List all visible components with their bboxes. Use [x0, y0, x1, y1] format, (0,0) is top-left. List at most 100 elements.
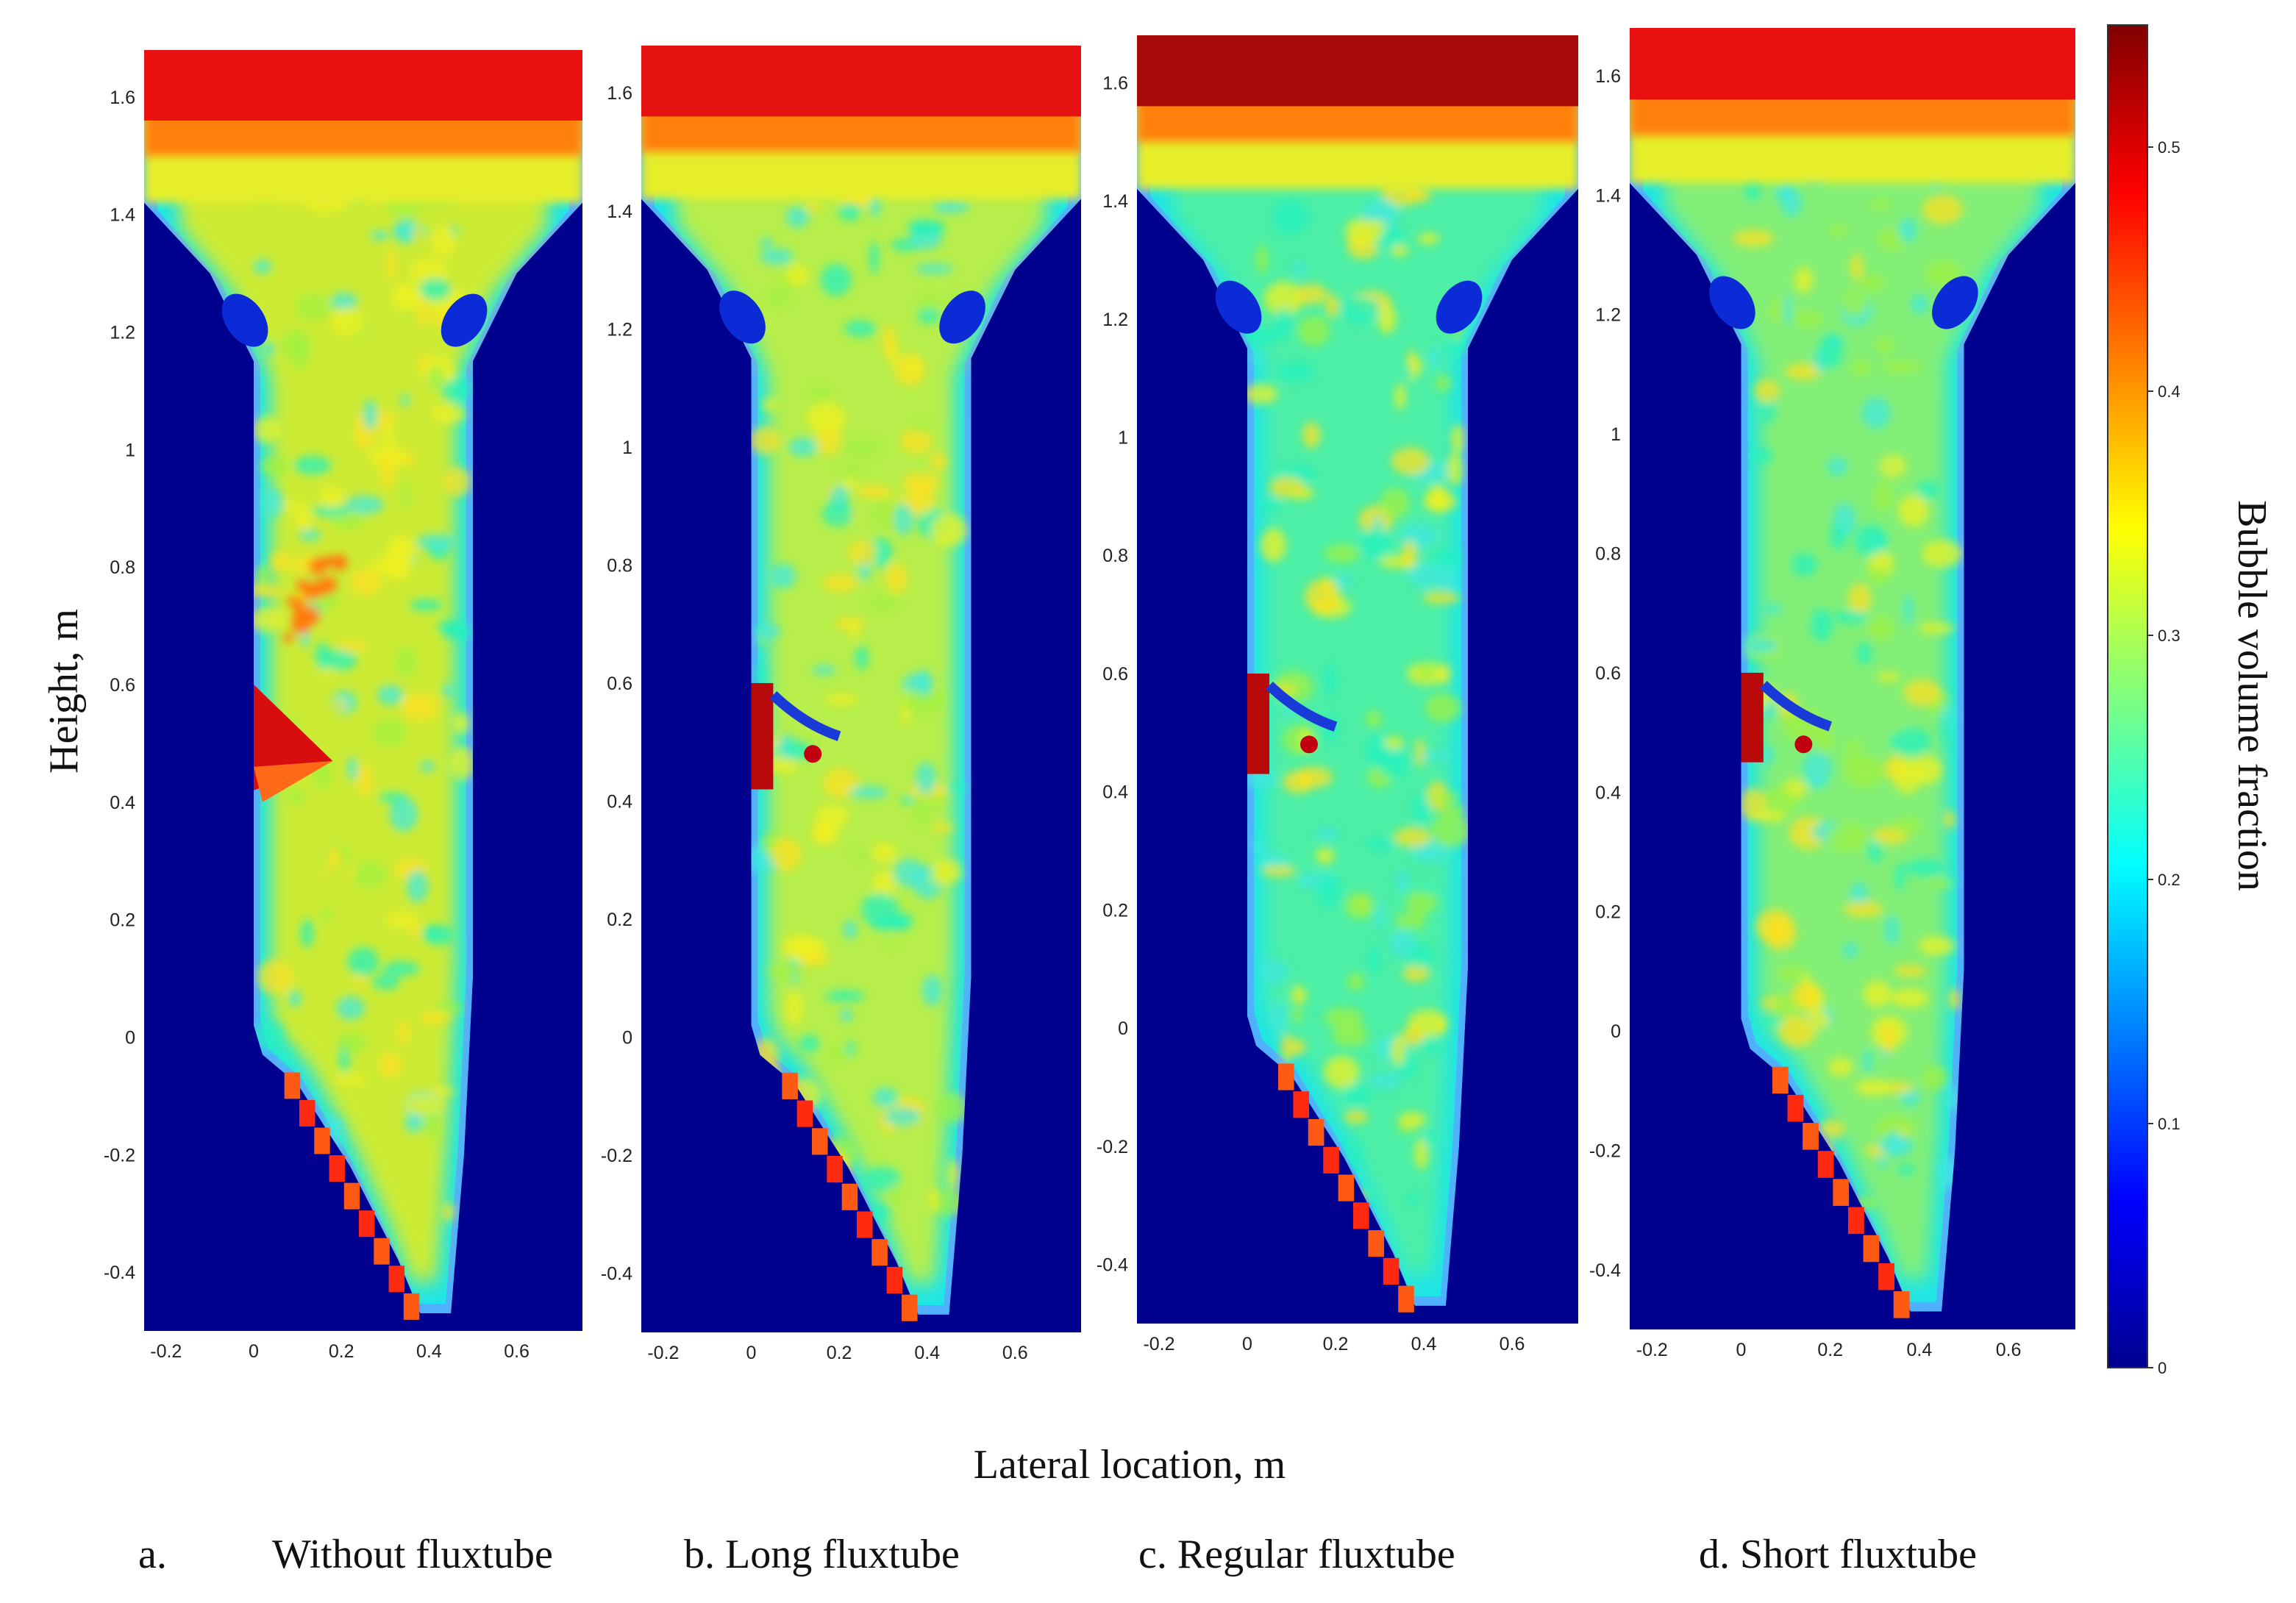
y-tick-label: 0	[622, 1028, 632, 1049]
y-tick-label: 1	[125, 440, 135, 460]
freeboard-top	[144, 50, 582, 121]
fluxtube	[751, 682, 841, 790]
y-tick-label: -0.2	[1589, 1140, 1621, 1161]
y-tick-label: 0.4	[607, 792, 632, 813]
x-tick-label: 0	[746, 1343, 757, 1363]
colorbar-tick-label: 0.3	[2158, 626, 2181, 645]
y-tick-label: 1	[1611, 424, 1621, 445]
colorbar-ticks: 0 0.1 0.2 0.3 0.4 0.5	[2147, 138, 2181, 1377]
y-tick-label: 1.6	[110, 88, 135, 108]
y-tick-label: 1.6	[607, 83, 632, 104]
x-tick-label: 0	[1736, 1340, 1747, 1360]
x-tick-label: -0.2	[647, 1343, 679, 1363]
panel-a: -0.2 0 0.2 0.4 0.6 -0.4 -0.2 0 0.2 0.4 0.6 0.8 1 1.2 1…	[104, 50, 582, 1362]
y-tick-label: 0.8	[1595, 543, 1621, 564]
panel-captions: a. Without fluxtube b. Long fluxtube c. …	[138, 1532, 1977, 1577]
x-tick-label: 0.2	[329, 1341, 354, 1362]
x-tick-label: 0.4	[1907, 1340, 1933, 1360]
freeboard-top	[1137, 35, 1578, 107]
y-tick-label: 1.4	[607, 201, 632, 222]
x-tick-label: 0.4	[416, 1341, 442, 1362]
x-tick-label: -0.2	[150, 1341, 182, 1362]
y-tick-label: 1.6	[1595, 66, 1621, 87]
y-tick-label: 1.2	[1595, 305, 1621, 326]
y-tick-label: 0.6	[1595, 663, 1621, 684]
bed-region	[641, 46, 1081, 1315]
y-tick-label: 1.2	[607, 319, 632, 340]
axis-ticks: -0.2 0 0.2 0.4 0.6 -0.4 -0.2 0 0.2 0.4 0.6 0.8 1 1.2 1…	[1589, 66, 2022, 1360]
caption-c: c. Regular fluxtube	[1138, 1532, 1455, 1577]
x-tick-label: 0.4	[914, 1343, 940, 1363]
caption-d: d. Short fluxtube	[1699, 1532, 1977, 1577]
y-tick-label: 0.6	[607, 674, 632, 694]
caption-letter-a: a.	[138, 1532, 167, 1577]
freeboard-top	[641, 46, 1081, 117]
x-tick-label: 0	[249, 1341, 259, 1362]
y-tick-label: -0.4	[1589, 1260, 1621, 1281]
x-tick-label: 0.2	[827, 1343, 852, 1363]
x-tick-label: 0.6	[1500, 1334, 1525, 1354]
freeboard-top	[1630, 28, 2075, 100]
y-tick-label: 0.6	[110, 675, 135, 696]
y-tick-label: 0.8	[1102, 546, 1128, 566]
x-tick-label: 0.4	[1411, 1334, 1437, 1354]
x-axis-label: Lateral location, m	[974, 1442, 1286, 1488]
x-tick-label: 0.2	[1817, 1340, 1843, 1360]
y-tick-label: 1.2	[1102, 310, 1128, 330]
caption-b: b. Long fluxtube	[684, 1532, 960, 1577]
y-tick-label: 0	[1611, 1021, 1621, 1042]
y-tick-label: 0.2	[1102, 900, 1128, 921]
y-tick-label: 0.4	[1102, 782, 1128, 803]
x-tick-label: 0.2	[1323, 1334, 1349, 1354]
panel-d: -0.2 0 0.2 0.4 0.6 -0.4 -0.2 0 0.2 0.4 0.6 0.8 1 1.2 1…	[1589, 28, 2075, 1360]
distributor-steps	[1772, 1066, 1910, 1318]
bed-core-layer	[1665, 60, 2040, 1280]
x-tick-label: 0.6	[1996, 1340, 2022, 1360]
bed-region	[1137, 35, 1578, 1306]
y-axis-label: Height, m	[41, 609, 87, 774]
y-tick-label: -0.4	[104, 1263, 135, 1283]
fluxtube	[1247, 673, 1338, 774]
fluxtube	[254, 685, 333, 802]
x-tick-label: 0.6	[504, 1341, 530, 1362]
axis-ticks: -0.2 0 0.2 0.4 0.6 -0.4 -0.2 0 0.2 0.4 0.6 0.8 1 1.2 1…	[1097, 73, 1525, 1354]
y-tick-label: 0.4	[1595, 782, 1621, 803]
panel-b: -0.2 0 0.2 0.4 0.6 -0.4 -0.2 0 0.2 0.4 0.6 0.8 1 1.2 1…	[601, 46, 1081, 1363]
colorbar-tick-label: 0.2	[2158, 871, 2181, 889]
distributor-steps	[284, 1072, 420, 1320]
y-tick-label: 1.4	[1595, 185, 1621, 206]
distributor-steps	[1278, 1063, 1414, 1313]
bed-region	[144, 50, 582, 1313]
contour-panels: -0.2 0 0.2 0.4 0.6 -0.4 -0.2 0 0.2 0.4 0.6 0.8 1 1.2 1…	[104, 28, 2075, 1363]
y-tick-label: -0.4	[601, 1264, 632, 1285]
colorbar-scale	[2107, 24, 2148, 1368]
colorbar-tick-label: 0	[2158, 1359, 2167, 1377]
bed-core-layer	[676, 77, 1047, 1283]
y-tick-label: 0.2	[1595, 902, 1621, 923]
y-tick-label: -0.2	[601, 1146, 632, 1166]
y-tick-label: 1	[1118, 427, 1128, 448]
panel-c: -0.2 0 0.2 0.4 0.6 -0.4 -0.2 0 0.2 0.4 0.6 0.8 1 1.2 1…	[1097, 35, 1578, 1354]
y-tick-label: 0	[1118, 1018, 1128, 1039]
y-tick-label: 0.2	[110, 910, 135, 931]
x-tick-label: -0.2	[1636, 1340, 1668, 1360]
caption-a: Without fluxtube	[272, 1532, 553, 1577]
fluxtube	[1741, 672, 1832, 763]
y-tick-label: -0.4	[1097, 1255, 1128, 1276]
y-tick-label: 0.4	[110, 793, 135, 813]
distributor-steps	[782, 1072, 918, 1321]
axis-ticks: -0.2 0 0.2 0.4 0.6 -0.4 -0.2 0 0.2 0.4 0.6 0.8 1 1.2 1…	[601, 83, 1028, 1363]
y-tick-label: 1.4	[110, 205, 135, 226]
y-tick-label: 0.2	[607, 910, 632, 930]
y-tick-label: -0.2	[104, 1145, 135, 1165]
y-tick-label: 1.4	[1102, 191, 1128, 212]
y-tick-label: -0.2	[1097, 1137, 1128, 1157]
x-tick-label: 0	[1242, 1334, 1252, 1354]
colorbar-tick-label: 0.1	[2158, 1115, 2181, 1133]
y-tick-label: 0	[125, 1027, 135, 1048]
x-tick-label: 0.6	[1002, 1343, 1028, 1363]
y-tick-label: 1.2	[110, 323, 135, 343]
x-tick-label: -0.2	[1143, 1334, 1174, 1354]
bed-region	[1630, 28, 2075, 1312]
